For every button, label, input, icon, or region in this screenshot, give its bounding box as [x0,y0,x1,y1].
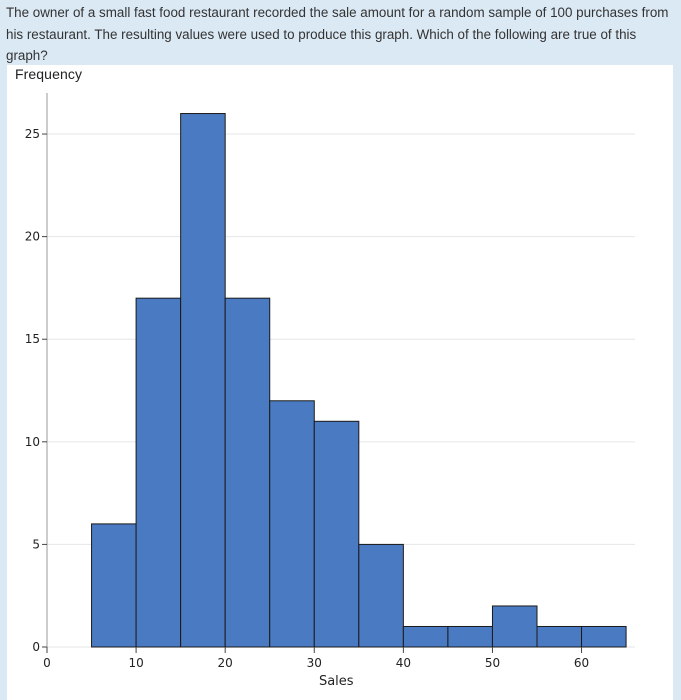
histogram-bar-11 [536,625,583,648]
histogram-bar-2 [135,297,182,648]
x-tick-label: 50 [485,656,500,670]
y-tick-label: 5 [32,537,40,551]
x-tick-label: 30 [307,656,322,670]
x-axis-label: Sales [319,674,354,689]
histogram-bar-10 [491,605,538,648]
histogram-bar-1 [91,523,137,648]
y-tick-label: 15 [25,332,40,346]
histogram-bar-3 [180,113,226,648]
histogram-chart: 0 5 10 15 20 25 0 10 20 30 40 50 60 Sales [25,93,635,689]
y-tick-label: 25 [25,127,40,141]
y-tick-label: 10 [25,435,40,449]
histogram-bar-7 [358,543,404,648]
histogram-bar-4 [224,297,271,648]
histogram-bar-9 [447,625,493,648]
x-tick-label: 10 [128,656,143,670]
x-tick-label: 0 [43,656,51,670]
x-tick-label: 20 [218,656,233,670]
x-tick-label: 60 [574,656,589,670]
histogram-bar-6 [313,420,360,648]
y-tick-label: 0 [32,640,40,654]
question-text: The owner of a small fast food restauran… [6,5,669,63]
histogram-bar-5 [269,400,315,648]
x-tick-label: 40 [396,656,411,670]
histogram-bar-8 [402,625,449,648]
y-axis-label: Frequency [15,66,83,82]
histogram-panel: Frequency 0 5 10 15 20 25 0 10 20 30 40 50 60 Sales [7,65,673,700]
histogram-bar-12 [581,625,627,648]
y-tick-label: 20 [25,230,40,244]
